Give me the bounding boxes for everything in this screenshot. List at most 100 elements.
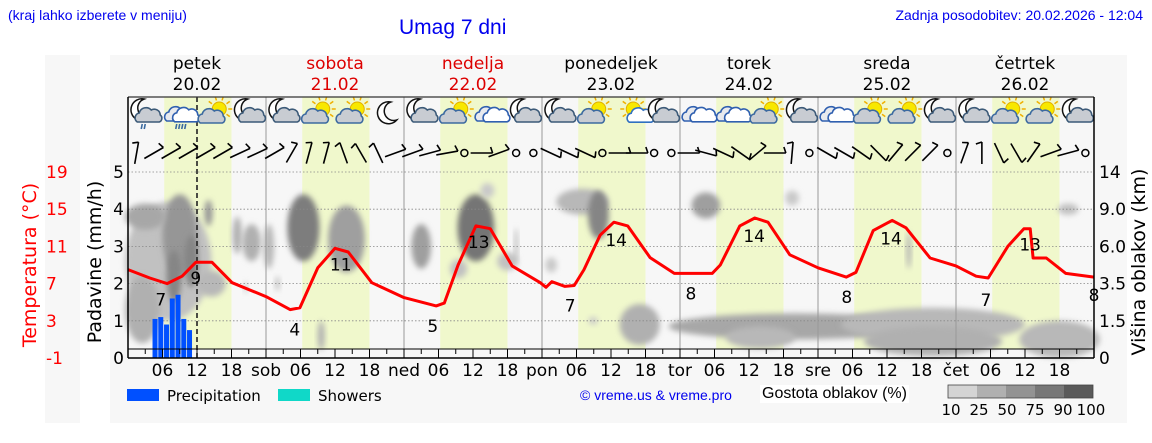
day-date-header: 23.02 (587, 75, 636, 95)
cloud-density-patch (588, 317, 598, 325)
wind-barb-icon (247, 143, 268, 159)
wind-barb-icon (851, 146, 873, 160)
calm-wind-icon (460, 148, 469, 158)
cloud-density-layer (125, 183, 1100, 358)
sun-cloud-icon (852, 96, 888, 124)
cloud-density-scale-label: 75 (1025, 401, 1044, 419)
copyright-link[interactable]: © vreme.us & vreme.pro (580, 387, 732, 403)
sun-cloud-icon (300, 96, 336, 124)
wind-barb-icon (1010, 143, 1027, 164)
precipitation-bar (187, 330, 193, 358)
wind-barb-icon (960, 141, 970, 164)
precip-axis-tick: 1 (113, 312, 124, 332)
sun-cloud-icon (1025, 96, 1061, 124)
cloud-height-axis-tick: 9.0 (1099, 200, 1126, 220)
day-name-header: torek (727, 54, 771, 74)
cloud-density-label: Gostota oblakov (%) (760, 385, 909, 403)
day-date-header: 25.02 (863, 75, 912, 95)
cloud-shape (1025, 107, 1054, 124)
calm-wind-icon (805, 148, 814, 158)
moon-cloud-icon (923, 98, 957, 123)
cloud-shape (1065, 106, 1095, 123)
wind-barb-icon (904, 141, 922, 162)
rain-drop (183, 123, 187, 130)
wind-barb-icon (730, 146, 752, 160)
calm-wind-icon (1081, 148, 1090, 158)
cloud-shape (300, 107, 330, 124)
day-name-header: četrtek (995, 54, 1056, 74)
cloud-density-patch (588, 190, 609, 239)
day-abbr-tick: tor (668, 361, 692, 381)
cloud-height-axis-tick: 14 (1099, 163, 1121, 183)
moon-icon (376, 101, 400, 125)
cloud-shape (852, 107, 882, 124)
wind-barb-icon (748, 141, 767, 161)
cloud-density-patch (726, 326, 795, 349)
legend-label: Showers (318, 387, 382, 405)
moon-cloud-icon (958, 98, 991, 123)
cloud-density-patch (317, 320, 325, 351)
wind-barb-icon (470, 146, 494, 154)
wind-barb-icon (402, 143, 424, 158)
hour-tick: 18 (359, 361, 381, 381)
temperature-value-label: 11 (330, 255, 352, 275)
cloud-density-patch (864, 326, 1002, 357)
cloud-density-patch (480, 183, 495, 199)
legend-swatch (127, 389, 159, 401)
hour-tick: 18 (497, 361, 519, 381)
moon-cloud-icon (233, 98, 267, 123)
temperature-axis-label: Temperatura (°C) (19, 183, 41, 348)
calm-wind-icon (529, 148, 538, 158)
wind-barb-icon (625, 146, 649, 154)
hour-tick: 06 (704, 361, 726, 381)
sun-cloud-icon (887, 96, 923, 124)
daylight-band (992, 97, 1060, 349)
wind-barb-icon (334, 142, 349, 164)
cloud-shape (962, 106, 991, 123)
precip-axis-label: Padavine (mm/h) (84, 181, 106, 344)
day-abbr-tick: sob (251, 361, 281, 381)
weather-icons-row (130, 96, 1095, 130)
moon-cloud-icon (1061, 98, 1095, 123)
wind-barb-icon (557, 147, 580, 159)
moon-cloud-icon (509, 98, 543, 123)
wind-barb-icon (132, 141, 140, 164)
cloud-density-patch (204, 199, 213, 226)
wind-barb-icon (887, 141, 904, 162)
wind-barb-icon (161, 142, 182, 160)
temperature-value-label: 7 (980, 291, 991, 311)
cloud-shape (651, 106, 681, 123)
day-name-header: nedelja (442, 54, 504, 74)
temperature-value-label: 4 (289, 321, 300, 341)
cloud-density-swatch (1006, 385, 1035, 398)
temperature-value-label: 7 (155, 291, 166, 311)
hour-tick: 12 (738, 361, 760, 381)
temperature-axis-tick: 19 (46, 163, 68, 183)
hour-tick: 18 (1049, 361, 1071, 381)
cloud-shape (576, 107, 606, 124)
hour-tick: 12 (324, 361, 346, 381)
moon-cloud-icon (647, 98, 681, 123)
temperature-value-label: 13 (468, 233, 490, 253)
cloud-shape (410, 106, 439, 123)
cloud-density-patch (184, 235, 199, 288)
cloud-density-scale-label: 10 (941, 401, 960, 419)
rain-drop (140, 123, 144, 130)
temperature-value-label: 5 (427, 317, 438, 337)
precip-axis-tick: 3 (113, 237, 124, 257)
cloud-density-scale-label: 90 (1053, 401, 1072, 419)
day-abbr-tick: ned (388, 361, 420, 381)
moon-shape (376, 101, 400, 125)
hour-tick: 06 (566, 361, 588, 381)
cloud-density-patch (287, 194, 320, 262)
wind-barb-icon (178, 142, 199, 160)
cloud-density-patch (232, 216, 242, 254)
hour-tick: 18 (635, 361, 657, 381)
calm-wind-icon (598, 148, 607, 158)
wind-barb-icon (1040, 143, 1062, 158)
cloud-density-patch (906, 231, 912, 269)
cloud-shape (749, 107, 778, 124)
hour-tick: 06 (980, 361, 1002, 381)
cloud-height-axis-tick: 6.0 (1099, 237, 1126, 257)
day-date-header: 24.02 (725, 75, 774, 95)
